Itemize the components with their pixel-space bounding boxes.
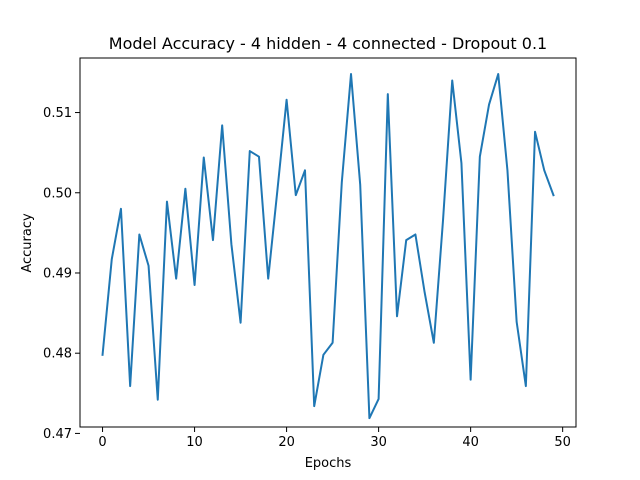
y-tick-label: 0.49	[43, 266, 72, 281]
x-axis-label: Epochs	[305, 456, 352, 471]
y-tick-label: 0.51	[43, 106, 72, 121]
series-line-0	[101, 73, 555, 420]
y-axis: 0.47 0.48 0.49 0.50 0.51	[43, 106, 80, 442]
x-tick-label: 10	[186, 435, 203, 450]
x-tick-label: 20	[278, 435, 295, 450]
x-tick-label: 30	[370, 435, 387, 450]
y-tick-label: 0.50	[43, 186, 72, 201]
plot-frame	[79, 57, 577, 428]
chart-title: Model Accuracy - 4 hidden - 4 connected …	[109, 34, 547, 53]
x-axis: 0 10 20 30 40 50	[98, 427, 571, 450]
y-tick-label: 0.48	[43, 347, 72, 362]
x-tick-label: 40	[462, 435, 479, 450]
x-tick-label: 50	[554, 435, 571, 450]
y-tick-label: 0.47	[43, 427, 72, 442]
plot-area	[79, 57, 577, 428]
y-axis-label: Accuracy	[20, 213, 35, 273]
x-tick-label: 0	[98, 435, 106, 450]
